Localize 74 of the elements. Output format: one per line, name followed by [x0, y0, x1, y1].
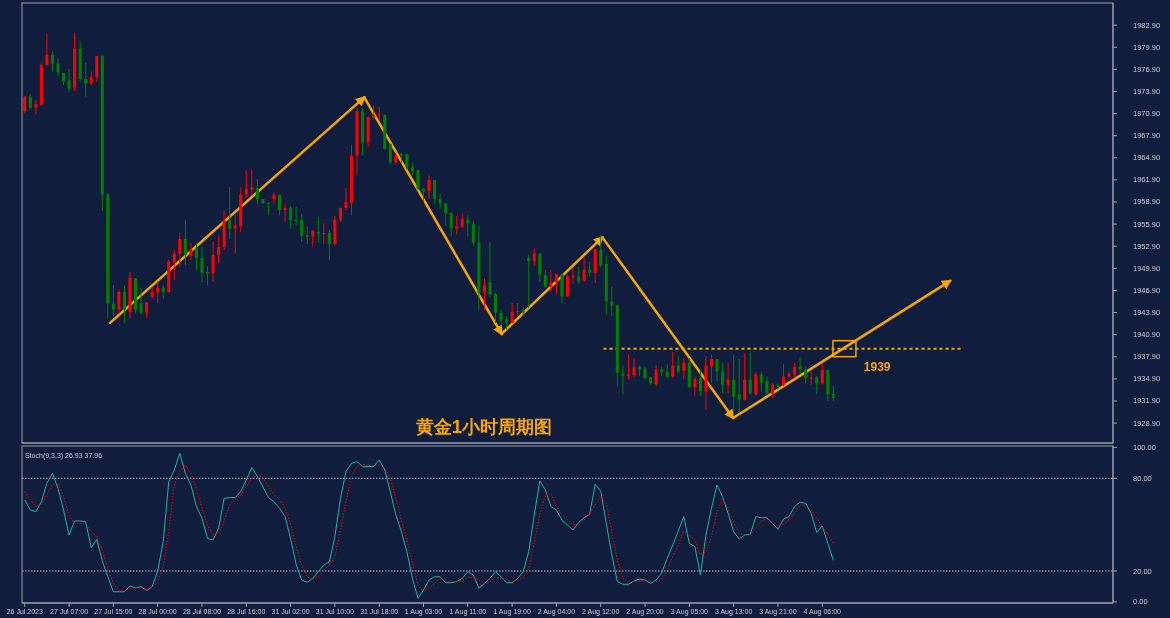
candlestick [809, 371, 813, 386]
candlestick [150, 286, 154, 300]
candlestick [510, 302, 514, 324]
candlestick [626, 354, 630, 381]
candlestick [610, 286, 614, 317]
candlestick [449, 211, 453, 237]
candlestick [798, 357, 802, 374]
candlestick [45, 33, 49, 67]
candlestick [444, 202, 448, 227]
candlestick [754, 371, 758, 397]
candlestick [516, 302, 520, 317]
candlestick [211, 241, 215, 283]
candlestick [527, 254, 531, 309]
candlestick [737, 358, 741, 413]
candlestick [538, 253, 542, 283]
candlestick [194, 242, 198, 271]
candlestick [327, 229, 331, 261]
candlestick [217, 234, 221, 264]
candlestick [748, 351, 752, 395]
candlestick [289, 205, 293, 230]
candlestick [654, 364, 658, 387]
candlestick [671, 351, 675, 379]
candlestick [560, 272, 564, 305]
candlestick [721, 362, 725, 394]
candlestick [759, 371, 763, 392]
candlestick [117, 289, 121, 315]
candlestick [743, 352, 747, 401]
candlestick [682, 357, 686, 381]
candlestick [189, 242, 193, 261]
candlestick [820, 362, 824, 386]
candlestick [693, 376, 697, 397]
candlestick [482, 278, 486, 311]
candlestick [95, 55, 99, 83]
candlestick [255, 178, 259, 205]
candlestick [139, 287, 143, 316]
candlestick [178, 232, 182, 268]
candlestick [427, 174, 431, 200]
ref-line-label: 1939 [863, 359, 891, 374]
candlestick [322, 222, 326, 245]
candlestick [438, 193, 442, 210]
candlestick [471, 220, 475, 247]
candlestick [111, 284, 115, 317]
candlestick [698, 369, 702, 397]
title: 黄金1小时周期图 [416, 417, 552, 437]
candlestick [549, 269, 553, 293]
candlestick [294, 206, 298, 227]
candlestick [244, 169, 248, 199]
candlestick [455, 215, 459, 235]
candlestick [233, 213, 237, 255]
candlestick [582, 256, 586, 283]
candlestick [488, 241, 492, 298]
candlestick [499, 309, 503, 328]
candlestick [377, 106, 381, 121]
candlestick [493, 292, 498, 324]
candlestick [84, 62, 88, 98]
candlestick [732, 354, 736, 417]
candlestick [593, 248, 597, 284]
candlestick [726, 362, 730, 395]
candlestick [156, 281, 160, 304]
candlestick [300, 213, 304, 243]
candlestick [56, 57, 60, 76]
candlestick [781, 363, 786, 387]
candlestick [316, 216, 320, 244]
candlestick [228, 186, 232, 240]
candlestick [599, 234, 603, 269]
candlestick [183, 219, 187, 266]
candlestick [67, 68, 71, 93]
candlestick [632, 357, 636, 378]
candlestick [200, 246, 204, 283]
candlestick [554, 272, 558, 295]
candlestick [122, 285, 126, 325]
candlestick [272, 191, 276, 205]
candlestick [344, 187, 348, 212]
candlestick [709, 354, 714, 384]
